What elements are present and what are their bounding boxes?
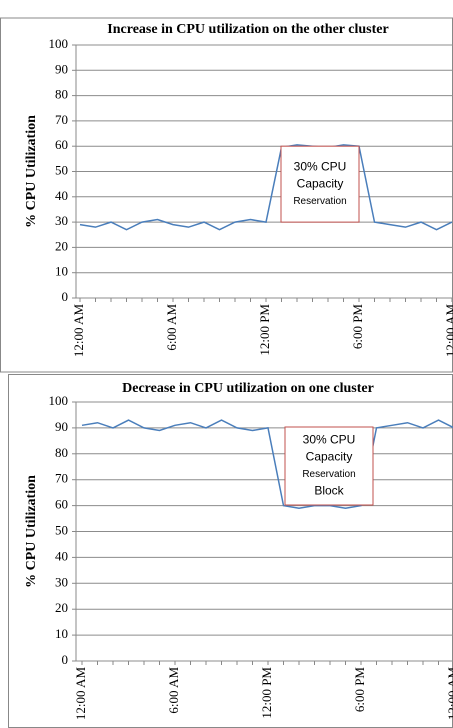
y-tick-label: 90 <box>55 419 68 434</box>
chart: Increase in CPU utilization on the other… <box>0 17 453 373</box>
chart-title: Decrease in CPU utilization on one clust… <box>122 381 374 396</box>
y-tick-label: 100 <box>49 393 69 408</box>
chart-title: Increase in CPU utilization on the other… <box>107 22 388 37</box>
y-tick-label: 40 <box>55 548 68 563</box>
x-tick-label: 6:00 AM <box>164 304 179 351</box>
annotation-text: Reservation <box>302 469 355 480</box>
annotation-text: 30% CPU <box>294 159 347 173</box>
y-tick-label: 70 <box>55 471 68 486</box>
y-tick-label: 80 <box>55 445 68 460</box>
y-tick-label: 20 <box>55 600 68 615</box>
y-tick-label: 30 <box>55 213 68 228</box>
annotation-text: 30% CPU <box>303 433 356 447</box>
x-tick-label: 6:00 PM <box>350 304 365 350</box>
y-tick-label: 90 <box>55 61 68 76</box>
y-tick-label: 10 <box>55 264 68 279</box>
annotation-text: Capacity <box>297 176 344 190</box>
x-tick-label: 12:00 AM <box>73 667 88 721</box>
annotation-box <box>280 145 360 223</box>
y-tick-label: 40 <box>55 188 68 203</box>
y-tick-label: 60 <box>55 497 68 512</box>
x-tick-label: 12:00 AM <box>443 304 453 358</box>
y-tick-label: 50 <box>55 162 68 177</box>
y-tick-label: 20 <box>55 238 68 253</box>
line-series <box>81 419 453 509</box>
y-tick-label: 10 <box>55 626 68 641</box>
line-series <box>79 144 453 231</box>
annotation-box <box>284 426 374 506</box>
x-tick-label: 6:00 PM <box>352 667 367 713</box>
x-tick-label: 12:00 AM <box>445 667 453 721</box>
chart-frame <box>0 17 453 373</box>
x-tick-label: 12:00 PM <box>257 304 272 356</box>
x-tick-label: 12:00 AM <box>71 304 86 358</box>
y-tick-label: 30 <box>55 574 68 589</box>
x-tick-label: 6:00 AM <box>166 667 181 714</box>
y-tick-label: 80 <box>55 87 68 102</box>
chart: Decrease in CPU utilization on one clust… <box>8 374 453 728</box>
y-axis-label: % CPU Utilization <box>24 475 39 588</box>
y-tick-label: 60 <box>55 137 68 152</box>
annotation-text: Reservation <box>293 196 346 207</box>
y-axis-label: % CPU Utilization <box>24 115 39 228</box>
y-tick-label: 70 <box>55 112 68 127</box>
y-tick-label: 50 <box>55 522 68 537</box>
annotation-text: Block <box>314 484 344 498</box>
y-tick-label: 100 <box>49 36 69 51</box>
annotation-text: Capacity <box>306 450 353 464</box>
x-tick-label: 12:00 PM <box>259 667 274 719</box>
y-tick-label: 0 <box>62 289 69 304</box>
y-tick-label: 0 <box>62 652 69 667</box>
